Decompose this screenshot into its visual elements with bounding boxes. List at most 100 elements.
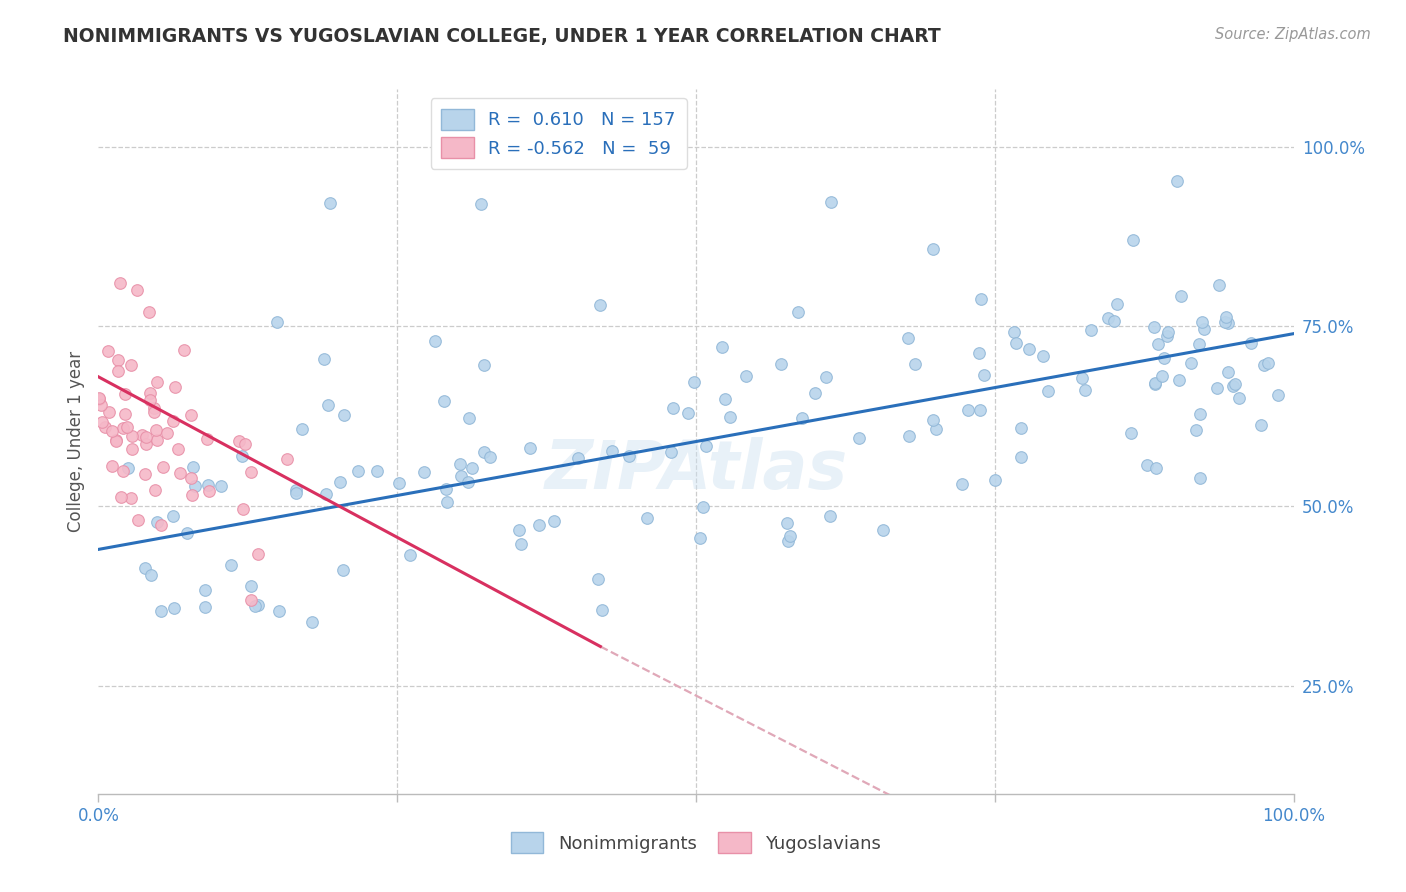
Point bbox=[1070, 371, 1092, 385]
Point bbox=[872, 524, 894, 538]
Point bbox=[104, 434, 127, 449]
Point bbox=[470, 197, 492, 211]
Point bbox=[115, 420, 138, 434]
Point bbox=[232, 502, 254, 516]
Point bbox=[1180, 356, 1202, 370]
Point bbox=[1240, 335, 1263, 350]
Point bbox=[1146, 337, 1168, 351]
Point bbox=[804, 386, 827, 401]
Point bbox=[1010, 420, 1032, 434]
Point bbox=[921, 242, 943, 256]
Point bbox=[90, 398, 112, 412]
Point bbox=[591, 603, 613, 617]
Point bbox=[114, 386, 136, 401]
Point bbox=[433, 394, 456, 409]
Point bbox=[1097, 310, 1119, 325]
Point bbox=[1222, 379, 1244, 393]
Point bbox=[1205, 381, 1227, 395]
Point bbox=[479, 450, 502, 464]
Point bbox=[134, 467, 156, 481]
Point bbox=[181, 459, 204, 474]
Point bbox=[314, 352, 336, 367]
Point bbox=[1152, 369, 1174, 384]
Point bbox=[636, 511, 658, 525]
Point bbox=[156, 425, 179, 440]
Point bbox=[1157, 325, 1180, 339]
Point bbox=[152, 460, 174, 475]
Point bbox=[1257, 356, 1279, 370]
Point bbox=[1184, 423, 1206, 437]
Point bbox=[897, 331, 920, 345]
Point bbox=[388, 475, 411, 490]
Point bbox=[239, 465, 262, 479]
Text: ZIPAtlas: ZIPAtlas bbox=[544, 437, 848, 503]
Point bbox=[769, 357, 792, 371]
Point bbox=[247, 547, 270, 561]
Point bbox=[143, 401, 166, 416]
Point bbox=[143, 483, 166, 498]
Point bbox=[284, 483, 307, 498]
Point bbox=[779, 529, 801, 543]
Point bbox=[332, 563, 354, 577]
Point bbox=[316, 398, 339, 412]
Point bbox=[162, 413, 184, 427]
Point bbox=[1036, 384, 1059, 398]
Point bbox=[472, 445, 495, 459]
Point bbox=[457, 411, 479, 425]
Point bbox=[245, 599, 267, 613]
Point bbox=[104, 433, 127, 447]
Point bbox=[169, 466, 191, 480]
Point bbox=[676, 406, 699, 420]
Point bbox=[195, 433, 218, 447]
Point bbox=[714, 392, 737, 406]
Point bbox=[163, 600, 186, 615]
Point bbox=[967, 346, 990, 360]
Point bbox=[120, 491, 142, 505]
Point bbox=[231, 449, 253, 463]
Point bbox=[347, 463, 370, 477]
Point bbox=[96, 344, 118, 359]
Point bbox=[718, 410, 741, 425]
Point bbox=[97, 405, 120, 419]
Point bbox=[399, 548, 422, 562]
Point bbox=[267, 604, 290, 618]
Point bbox=[139, 392, 162, 407]
Point bbox=[661, 401, 683, 416]
Point bbox=[138, 305, 160, 319]
Point bbox=[194, 600, 217, 615]
Point bbox=[101, 424, 124, 438]
Point bbox=[1144, 460, 1167, 475]
Point bbox=[973, 368, 995, 382]
Point bbox=[950, 477, 973, 491]
Point bbox=[181, 488, 204, 502]
Point bbox=[198, 484, 221, 499]
Point bbox=[146, 515, 169, 529]
Point bbox=[114, 407, 136, 421]
Text: NONIMMIGRANTS VS YUGOSLAVIAN COLLEGE, UNDER 1 YEAR CORRELATION CHART: NONIMMIGRANTS VS YUGOSLAVIAN COLLEGE, UN… bbox=[63, 27, 941, 45]
Point bbox=[925, 422, 948, 436]
Point bbox=[1122, 233, 1144, 247]
Point bbox=[1216, 365, 1239, 379]
Point bbox=[120, 358, 142, 372]
Point bbox=[904, 357, 927, 371]
Point bbox=[125, 283, 148, 297]
Point bbox=[472, 358, 495, 372]
Point bbox=[163, 379, 186, 393]
Point bbox=[710, 340, 733, 354]
Point bbox=[146, 433, 169, 447]
Point bbox=[233, 437, 256, 451]
Point bbox=[315, 487, 337, 501]
Point bbox=[149, 518, 172, 533]
Point bbox=[240, 579, 263, 593]
Point bbox=[1104, 314, 1126, 328]
Point bbox=[683, 376, 706, 390]
Point bbox=[209, 479, 232, 493]
Point bbox=[167, 442, 190, 457]
Point bbox=[776, 533, 799, 548]
Point bbox=[111, 421, 134, 435]
Point bbox=[135, 430, 157, 444]
Point bbox=[173, 343, 195, 357]
Point bbox=[276, 452, 298, 467]
Point bbox=[659, 444, 682, 458]
Point bbox=[176, 526, 198, 541]
